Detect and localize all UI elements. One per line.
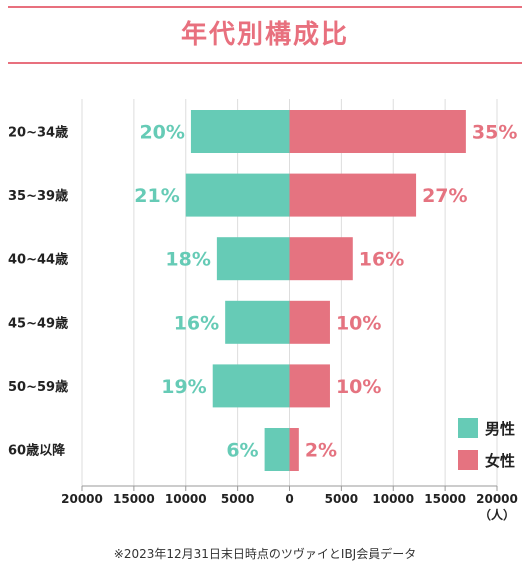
footnote: ※2023年12月31日末日時点のツヴァイとIBJ会員データ (113, 547, 417, 561)
x-tick-label: 0 (285, 492, 293, 506)
legend-label-female: 女性 (485, 452, 515, 470)
bar-female (289, 300, 330, 344)
bar-male (264, 428, 290, 471)
category-label: 20~34歳 (8, 125, 68, 141)
title-underline (8, 62, 522, 64)
diverging-bar-chart: 20000 15000 10000 5000 0 5000 10000 15000 20000（… (8, 99, 518, 522)
x-tick-label: 20000 (476, 492, 518, 506)
top-border (8, 6, 522, 8)
chart-title: 年代別構成比 (180, 20, 349, 50)
data-label-male: 21% (134, 185, 179, 207)
data-label-male: 19% (161, 376, 206, 398)
data-label-male: 20% (139, 122, 184, 144)
bar-male (225, 300, 290, 344)
data-label-male: 16% (174, 312, 219, 334)
x-tick-label: 15000 (113, 492, 155, 506)
category-label: 50~59歳 (8, 379, 68, 395)
bar-male (190, 110, 290, 153)
category-label: 45~49歳 (8, 315, 68, 331)
bar-male (212, 364, 290, 408)
category-label: 60歳以降 (8, 443, 66, 459)
bar-female (289, 237, 353, 281)
category-label: 40~44歳 (8, 252, 68, 268)
data-label-female: 27% (422, 185, 467, 207)
legend-swatch-male (458, 418, 478, 438)
x-tick-label: 15000 (424, 492, 466, 506)
x-tick-label: 5000 (221, 492, 254, 506)
bar-female (289, 110, 466, 153)
data-label-female: 10% (336, 312, 381, 334)
data-label-male: 18% (165, 249, 210, 271)
legend-label-male: 男性 (485, 420, 515, 438)
data-label-female: 35% (472, 122, 517, 144)
bar-female (289, 428, 299, 471)
bar-female (289, 173, 417, 217)
x-unit-label: （人） (479, 507, 515, 522)
data-label-female: 10% (336, 376, 381, 398)
x-tick-label: 10000 (372, 492, 414, 506)
x-tick-label: 5000 (325, 492, 358, 506)
data-label-female: 2% (305, 440, 337, 462)
x-tick-label: 10000 (165, 492, 207, 506)
category-label: 35~39歳 (8, 188, 68, 204)
bar-female (289, 364, 330, 408)
data-label-female: 16% (359, 249, 404, 271)
legend-swatch-female (458, 450, 478, 470)
bar-male (185, 173, 290, 217)
bar-male (216, 237, 290, 281)
data-label-male: 6% (226, 440, 258, 462)
x-tick-label: 20000 (61, 492, 103, 506)
